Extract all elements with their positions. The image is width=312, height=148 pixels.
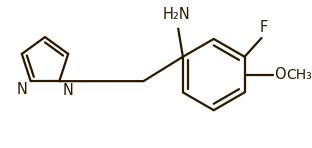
Text: N: N [62, 83, 73, 98]
Text: CH₃: CH₃ [286, 68, 312, 82]
Text: H₂N: H₂N [163, 7, 190, 22]
Text: F: F [259, 20, 267, 35]
Text: N: N [17, 82, 28, 97]
Text: O: O [274, 67, 285, 82]
